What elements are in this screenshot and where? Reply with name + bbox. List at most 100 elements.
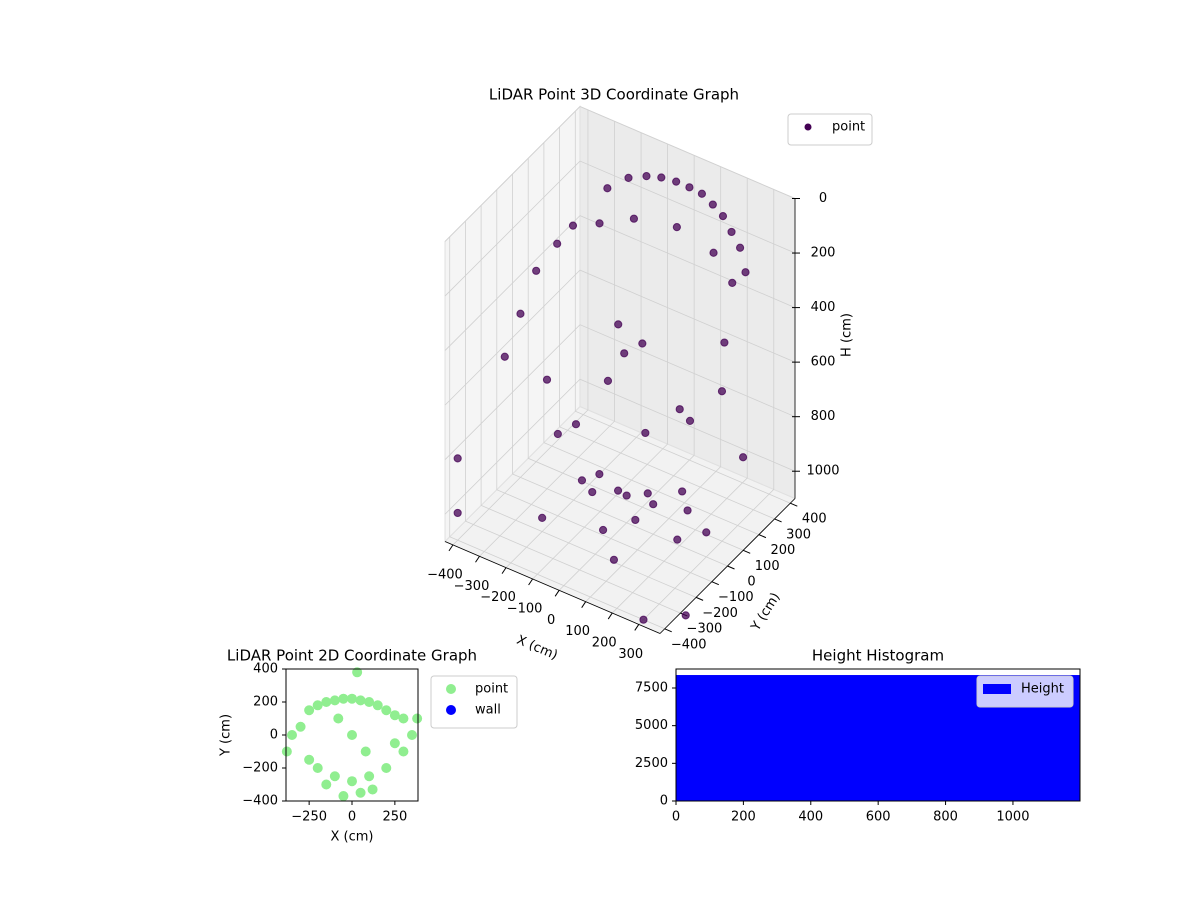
grid-line <box>638 189 775 625</box>
y-tick <box>664 628 672 633</box>
legend-box <box>787 113 873 146</box>
x-tick <box>607 612 613 620</box>
point <box>352 667 363 678</box>
point <box>672 223 681 232</box>
z-tick-label: 600 <box>811 355 836 370</box>
point <box>649 500 658 509</box>
grid-line <box>512 174 728 567</box>
point <box>287 730 297 740</box>
point <box>588 487 597 497</box>
x-axis-label: X (cm) <box>514 633 559 664</box>
point <box>453 454 462 463</box>
legend-marker <box>983 684 1011 694</box>
y-tick-label: 2500 <box>635 756 668 771</box>
x-tick-label: 0 <box>547 613 555 628</box>
point <box>312 700 323 711</box>
point <box>603 376 613 386</box>
point <box>685 183 694 192</box>
y-tick-label: 0 <box>270 728 278 743</box>
point <box>727 227 736 237</box>
point <box>355 787 366 798</box>
y-axis-label: Y (cm) <box>219 714 234 757</box>
x-tick <box>554 590 560 597</box>
grid-line <box>452 109 589 546</box>
x-tick-label: 800 <box>933 810 958 825</box>
point <box>678 487 687 496</box>
y-tick-label: 400 <box>802 512 827 527</box>
point <box>675 405 684 414</box>
x-tick-label: 600 <box>866 810 891 825</box>
y-tick-label: 0 <box>747 575 755 590</box>
point <box>295 721 306 732</box>
y-tick <box>727 565 735 570</box>
x-tick-label: −100 <box>507 601 543 616</box>
grid-line <box>558 155 695 591</box>
plot-frame <box>285 668 419 802</box>
y-tick-label: 300 <box>786 527 811 542</box>
y-tick-label: −200 <box>242 761 278 776</box>
z-tick-label: 0 <box>819 191 827 206</box>
point <box>603 184 612 193</box>
point <box>407 730 417 740</box>
point <box>738 453 748 462</box>
point <box>389 738 400 749</box>
point <box>532 266 541 275</box>
z-tick-label: 400 <box>811 300 836 315</box>
plot-frame <box>675 668 1081 802</box>
chart-title: Height Histogram <box>812 647 944 665</box>
point <box>577 476 587 485</box>
point <box>321 697 332 707</box>
legend-label: point <box>832 120 865 135</box>
grid-line <box>527 158 744 551</box>
point <box>620 349 629 358</box>
grid-line <box>496 189 712 583</box>
point <box>595 470 604 479</box>
x-tick <box>475 555 480 563</box>
point <box>614 320 623 329</box>
point <box>553 429 562 439</box>
y-tick <box>774 518 782 523</box>
y-tick <box>711 581 719 586</box>
x-tick-label: −300 <box>454 579 490 594</box>
point <box>624 173 633 183</box>
point <box>347 730 357 740</box>
point <box>364 697 375 707</box>
y-tick-label: 400 <box>253 662 278 677</box>
point <box>642 172 651 181</box>
point <box>673 535 682 544</box>
grid-line <box>444 215 796 351</box>
grid-line <box>543 142 760 535</box>
point <box>500 352 509 361</box>
point <box>638 339 647 348</box>
grid-line <box>444 269 796 406</box>
point <box>641 428 650 438</box>
x-tick-label: −400 <box>427 567 463 582</box>
grid-line <box>465 221 681 614</box>
grid-line <box>444 378 796 515</box>
point <box>389 710 400 721</box>
x-tick-label: −250 <box>291 810 327 825</box>
legend-marker <box>804 123 812 131</box>
point <box>735 243 745 252</box>
legend-marker <box>446 684 456 694</box>
point <box>568 221 578 230</box>
y-tick-label: −200 <box>702 606 738 621</box>
point <box>542 375 552 384</box>
point <box>372 700 383 711</box>
point <box>364 771 375 782</box>
legend-marker <box>446 705 456 715</box>
point <box>312 763 323 773</box>
legend-label: point <box>475 682 508 697</box>
point <box>708 200 717 209</box>
point <box>381 763 392 773</box>
point <box>631 515 640 525</box>
point <box>685 416 695 425</box>
y-tick-label: 200 <box>770 543 795 558</box>
point <box>553 239 562 248</box>
grid-line <box>480 205 697 598</box>
z-tick-label: 1000 <box>806 464 839 479</box>
point <box>360 746 371 757</box>
x-tick-label: 100 <box>565 624 590 639</box>
point <box>681 611 690 620</box>
